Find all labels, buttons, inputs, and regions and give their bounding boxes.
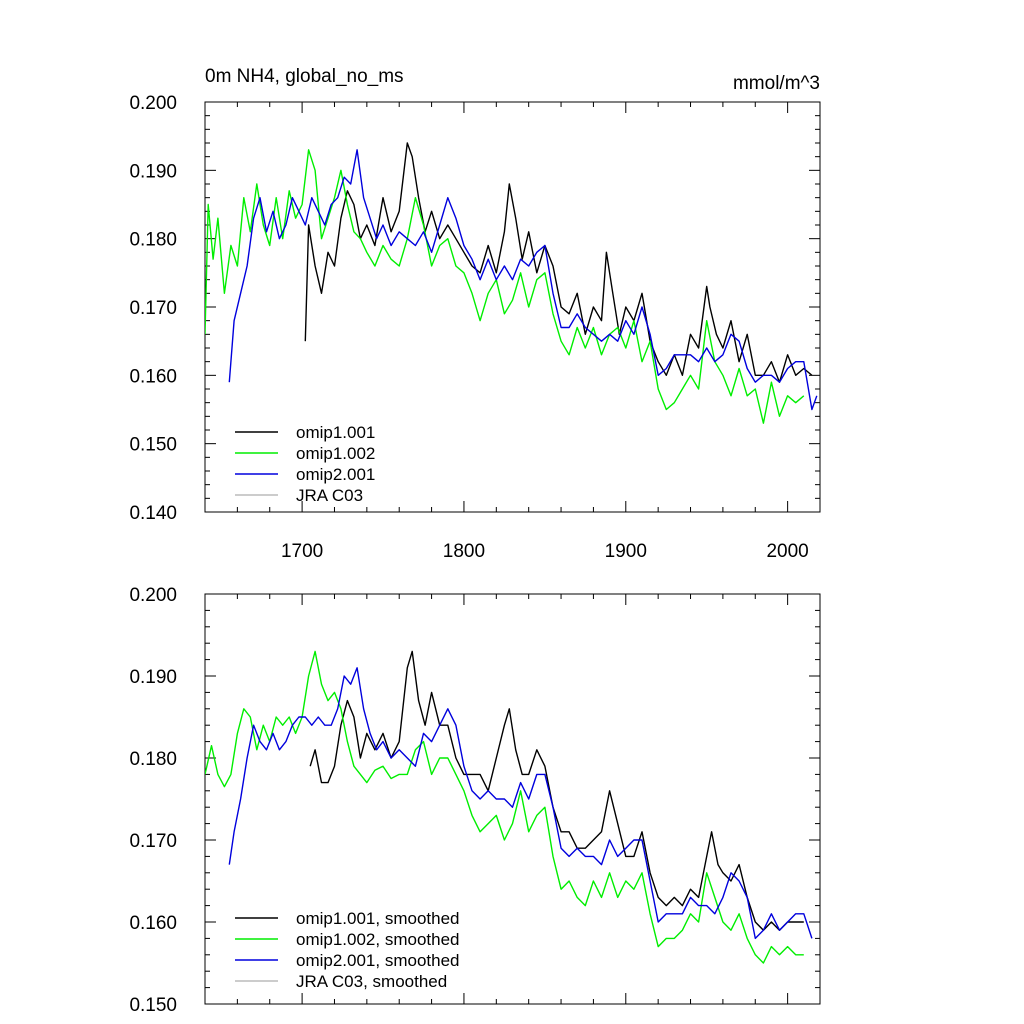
- top-chart-title: 0m NH4, global_no_ms: [205, 66, 404, 87]
- top-legend-label-2: omip2.001: [296, 465, 375, 484]
- top-y-tick-label: 0.200: [129, 93, 177, 114]
- top-y-tick-label: 0.170: [129, 298, 177, 319]
- top-x-tick-label: 2000: [766, 541, 808, 562]
- bottom-plot-frame: [204, 593, 821, 1005]
- bottom-y-tick-label: 0.150: [129, 995, 177, 1016]
- bottom-y-tick-label: 0.200: [129, 585, 177, 606]
- bottom-legend: omip1.001, smoothed omip1.002, smoothed om…: [235, 909, 460, 991]
- top-series-line-2: [228, 149, 818, 411]
- bottom-plot-area: 0.150 0.160 0.170 0.180 0.190 0.200: [129, 585, 821, 1016]
- bottom-y-tick-label: 0.160: [129, 913, 177, 934]
- top-chart-units: mmol/m^3: [733, 73, 820, 94]
- top-series-line-1: [205, 149, 805, 424]
- top-legend-label-1: omip1.002: [296, 444, 375, 463]
- top-legend-label-0: omip1.001: [296, 423, 375, 442]
- bottom-series-line-2: [228, 667, 813, 940]
- top-x-tick-label: 1900: [605, 541, 647, 562]
- bottom-series-line-0: [309, 650, 804, 931]
- bottom-legend-label-1: omip1.002, smoothed: [296, 930, 460, 949]
- top-legend-label-3: JRA C03: [296, 486, 363, 505]
- bottom-legend-label-2: omip2.001, smoothed: [296, 951, 460, 970]
- top-y-tick-label: 0.160: [129, 366, 177, 387]
- bottom-legend-label-0: omip1.001, smoothed: [296, 909, 460, 928]
- top-series-line-0: [304, 142, 813, 383]
- top-y-tick-label: 0.190: [129, 161, 177, 182]
- top-y-tick-label: 0.150: [129, 435, 177, 456]
- top-plot-area: 0.140 0.150 0.160 0.170 0.180 0.190 0.200 1700 1…: [129, 93, 821, 562]
- bottom-series-line-1: [205, 650, 804, 964]
- top-x-tick-label: 1700: [281, 541, 323, 562]
- bottom-y-tick-label: 0.190: [129, 667, 177, 688]
- top-y-tick-label: 0.140: [129, 503, 177, 524]
- bottom-y-tick-label: 0.170: [129, 831, 177, 852]
- top-x-tick-label: 1800: [443, 541, 485, 562]
- top-legend: omip1.001 omip1.002 omip2.001 JRA C03: [235, 423, 375, 505]
- bottom-y-tick-label: 0.180: [129, 749, 177, 770]
- bottom-panel: 0.150 0.160 0.170 0.180 0.190 0.200 omip1.001…: [129, 585, 821, 1016]
- top-panel: 0m NH4, global_no_ms mmol/m^3 0.140 0.150…: [129, 66, 821, 562]
- bottom-legend-label-3: JRA C03, smoothed: [296, 972, 447, 991]
- top-y-tick-label: 0.180: [129, 230, 177, 251]
